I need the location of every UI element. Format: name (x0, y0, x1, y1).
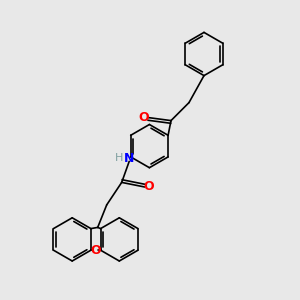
Text: O: O (143, 180, 154, 194)
Text: H: H (115, 153, 124, 164)
Text: N: N (124, 152, 134, 165)
Text: O: O (139, 111, 149, 124)
Text: O: O (90, 244, 101, 257)
